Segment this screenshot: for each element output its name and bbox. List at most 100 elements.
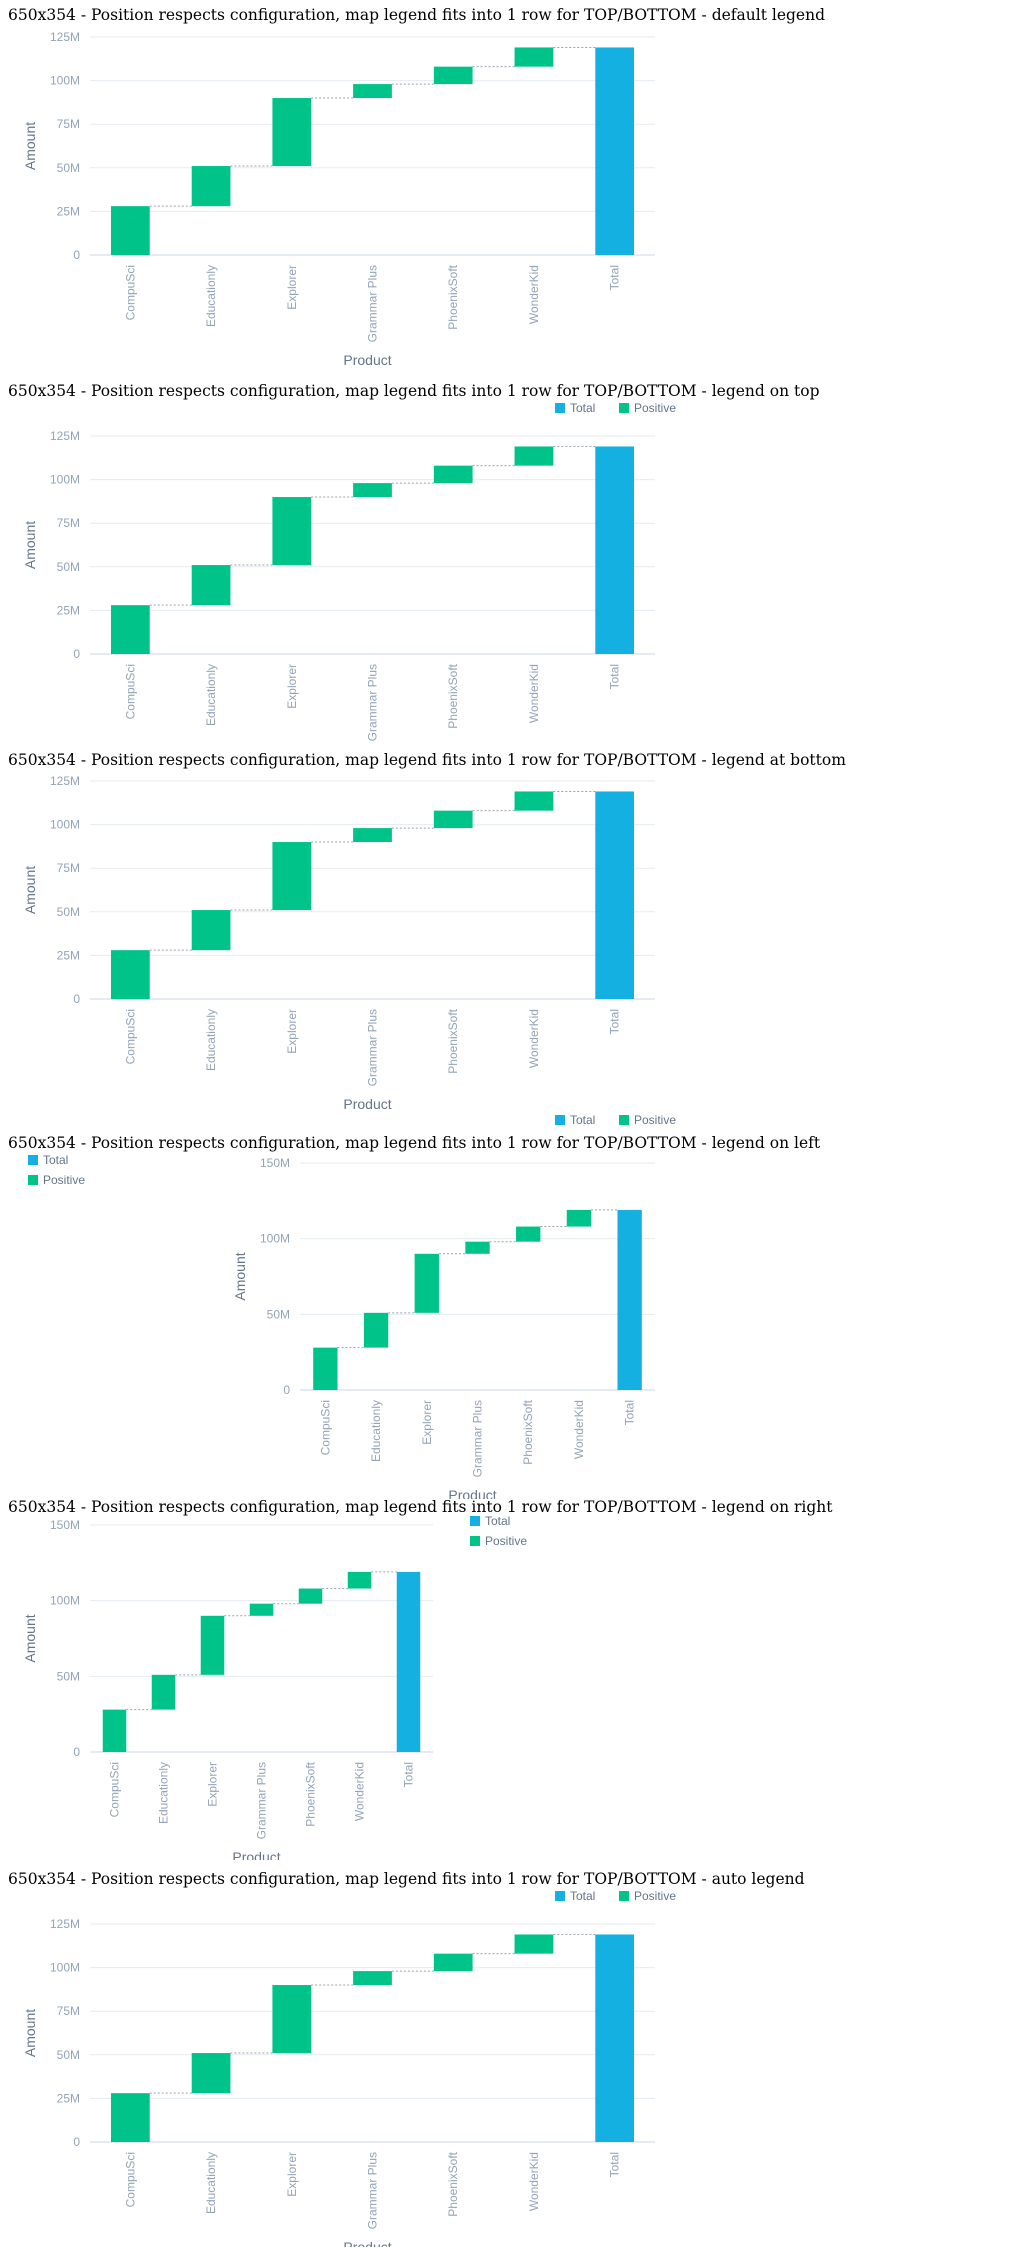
connectors [149, 1933, 596, 2094]
x-tick-label: Educationly [204, 265, 218, 327]
legend: Total Positive [470, 1515, 527, 1548]
x-ticks: CompuSci Educationly Explorer Grammar Plus P… [123, 2151, 621, 2229]
x-tick-label: Total [608, 1009, 622, 1034]
y-tick-label: 0 [73, 992, 80, 1006]
x-tick-label: PhoenixSoft [446, 663, 460, 728]
y-axis-title: Amount [22, 866, 38, 914]
section-title: 650x354 - Position respects configuratio… [8, 751, 846, 769]
legend-item: Total [28, 1154, 68, 1167]
bars [110, 446, 635, 654]
bar-positive [151, 1674, 176, 1710]
y-tick-label: 150M [50, 1518, 80, 1532]
legend-item: Positive [619, 401, 676, 415]
y-axis-title: Amount [22, 521, 38, 569]
legend-label: Positive [485, 1534, 527, 1548]
x-ticks: CompuSci Educationly Explorer Grammar Plus P… [123, 663, 621, 741]
y-tick-label: 25M [57, 204, 80, 218]
x-tick-label: Total [608, 2152, 622, 2177]
x-ticks: CompuSci Educationly Explorer Grammar Plus P… [123, 264, 621, 342]
section-legend-top: 650x354 - Position respects configuratio… [0, 372, 1024, 744]
x-tick-label: CompuSci [123, 2152, 137, 2207]
x-tick-label: WonderKid [527, 265, 541, 324]
bar-total [595, 47, 635, 255]
x-tick-label: CompuSci [108, 1762, 122, 1817]
y-tick-label: 50M [57, 1669, 80, 1683]
legend-label: Total [485, 1515, 510, 1528]
legend-label: Total [570, 1113, 595, 1127]
x-tick-label: Educationly [369, 1400, 383, 1462]
legend: Total Positive [555, 1113, 676, 1127]
bar-positive [353, 1971, 392, 1986]
y-tick-label: 75M [57, 117, 80, 131]
x-tick-label: Grammar Plus [366, 664, 380, 741]
legend-item: Total [470, 1515, 510, 1528]
y-tick-label: 50M [57, 161, 80, 175]
bar-positive [514, 791, 554, 811]
section-title: 650x354 - Position respects configuratio… [8, 1498, 833, 1516]
bar-positive [433, 810, 473, 829]
bar-positive [110, 2093, 150, 2142]
x-axis-title: Product [343, 1096, 391, 1112]
x-tick-label: Educationly [157, 1762, 171, 1824]
y-tick-label: 100M [260, 1232, 290, 1246]
y-tick-label: 25M [57, 2091, 80, 2105]
waterfall-chart: 0 25M 50M 75M 100M 125M Amount CompuSci Educatio… [22, 401, 676, 741]
x-tick-label: CompuSci [123, 1009, 137, 1064]
legend-label: Positive [634, 401, 676, 415]
x-tick-label: Explorer [420, 1400, 434, 1445]
x-tick-label: PhoenixSoft [521, 1399, 535, 1464]
x-tick-label: CompuSci [318, 1400, 332, 1455]
y-tick-label: 50M [57, 2048, 80, 2062]
bars [102, 1571, 421, 1752]
bar-positive [272, 98, 312, 167]
legend-swatch-total [555, 403, 565, 413]
x-tick-label: WonderKid [527, 2152, 541, 2211]
bar-positive [433, 465, 473, 484]
y-tick-label: 100M [50, 74, 80, 88]
y-tick-label: 100M [50, 818, 80, 832]
bar-positive [566, 1209, 592, 1227]
section-title: 650x354 - Position respects configuratio… [8, 1134, 821, 1152]
bar-positive [272, 1985, 312, 2054]
section-legend-right: 650x354 - Position respects configuratio… [0, 1488, 1024, 1860]
section-title: 650x354 - Position respects configuratio… [8, 1870, 805, 1888]
waterfall-chart: 0 50M 100M 150M Amount CompuSci Educationly Exp… [22, 1515, 527, 1860]
bar-positive [516, 1226, 541, 1242]
legend-item: Positive [619, 1113, 676, 1127]
section-legend-left: 650x354 - Position respects configuratio… [0, 1116, 1024, 1499]
x-tick-label: Total [608, 265, 622, 290]
bar-positive [272, 842, 312, 911]
y-tick-label: 50M [57, 905, 80, 919]
y-tick-label: 25M [57, 603, 80, 617]
bar-positive [298, 1588, 323, 1604]
x-tick-label: PhoenixSoft [304, 1761, 318, 1826]
legend-label: Positive [43, 1173, 85, 1187]
bar-positive [514, 47, 554, 67]
y-tick-label: 125M [50, 1917, 80, 1931]
bar-positive [465, 1241, 490, 1254]
legend-item: Positive [470, 1534, 527, 1548]
legend-label: Total [570, 1889, 595, 1903]
waterfall-chart: 0 25M 50M 75M 100M 125M Amount CompuSci Educatio… [22, 30, 655, 368]
waterfall-chart: 0 50M 100M 150M Amount CompuSci Educationly Exp… [28, 1154, 655, 1499]
bar-positive [191, 166, 231, 207]
waterfall-chart: 0 25M 50M 75M 100M 125M Amount CompuSci Educatio… [22, 774, 676, 1127]
x-tick-label: CompuSci [123, 265, 137, 320]
connectors [149, 445, 596, 606]
y-tick-label: 0 [73, 248, 80, 262]
bar-total [617, 1209, 642, 1390]
legend-swatch-total [470, 1516, 480, 1526]
bars [110, 791, 635, 999]
x-axis-title: Product [343, 352, 391, 368]
y-axis-title: Amount [232, 1252, 248, 1300]
x-ticks: CompuSci Educationly Explorer Grammar Plus P… [318, 1399, 636, 1477]
legend-label: Total [570, 401, 595, 415]
bar-positive [514, 446, 554, 466]
y-tick-label: 75M [57, 861, 80, 875]
y-tick-label: 125M [50, 429, 80, 443]
x-tick-label: Explorer [285, 2152, 299, 2197]
x-tick-label: Explorer [206, 1762, 220, 1807]
x-tick-label: PhoenixSoft [446, 264, 460, 329]
section-title: 650x354 - Position respects configuratio… [8, 382, 820, 400]
bar-positive [313, 1347, 338, 1390]
